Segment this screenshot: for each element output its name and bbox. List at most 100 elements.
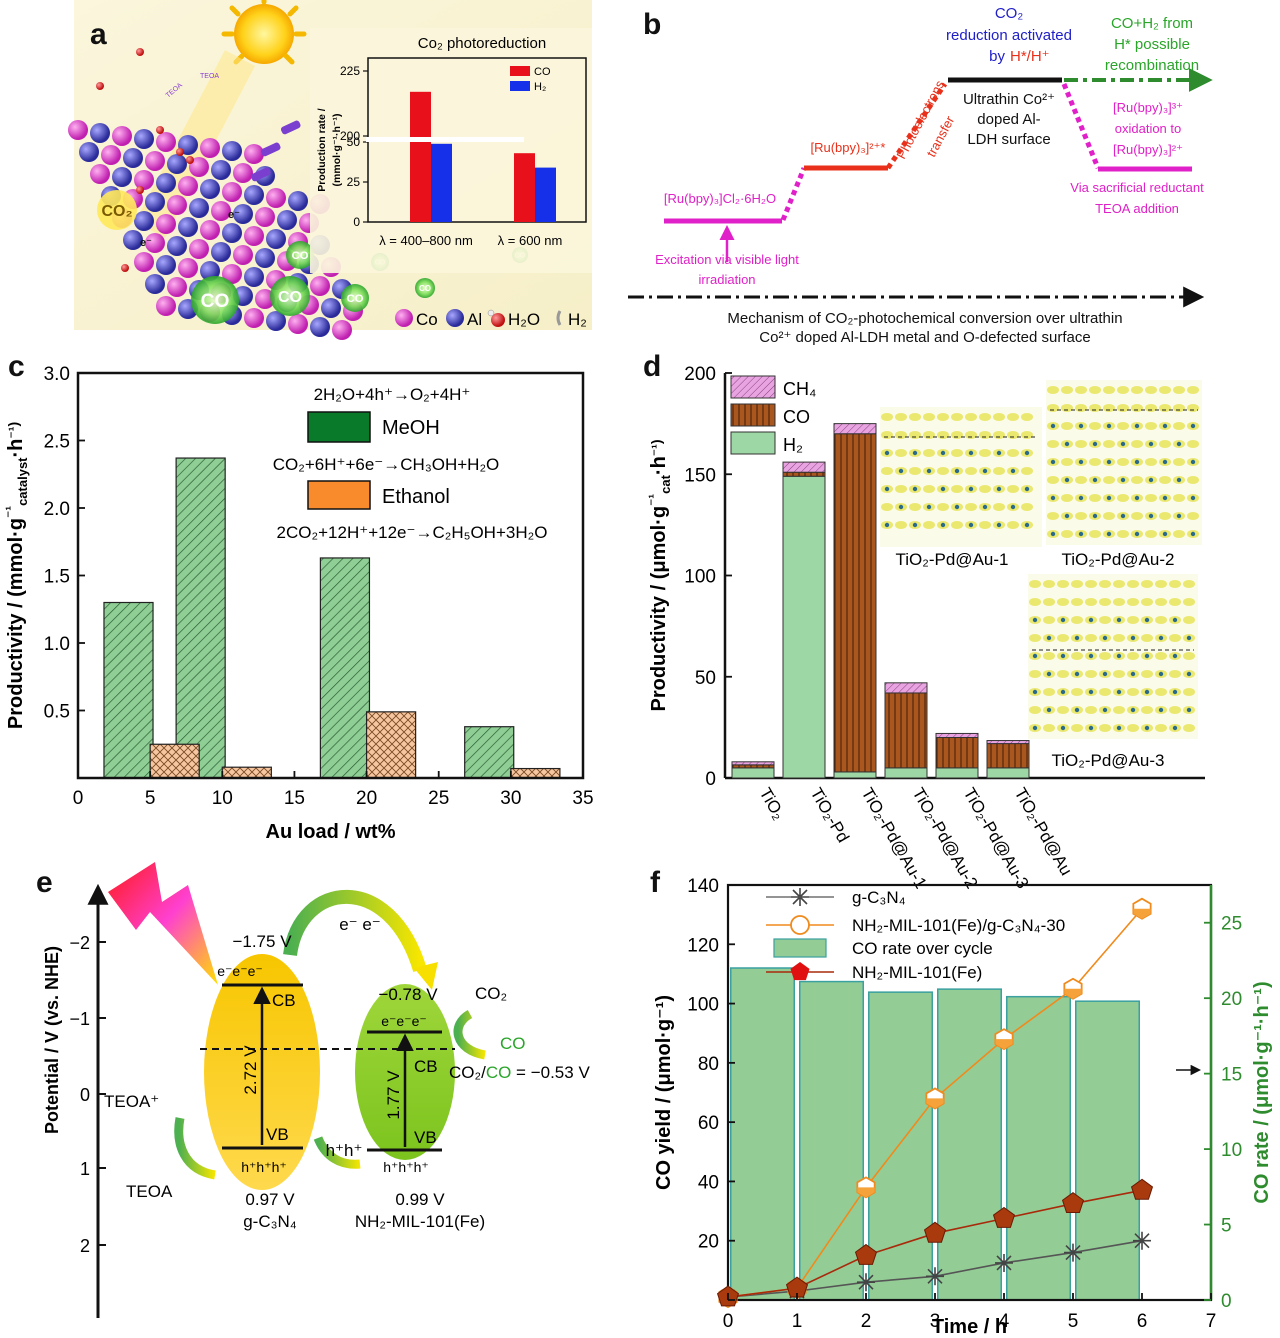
charge-density xyxy=(979,413,991,421)
al-atom xyxy=(145,274,165,294)
co-atom xyxy=(90,164,110,184)
co-atom xyxy=(233,245,253,265)
scene-label: CO xyxy=(419,284,431,293)
atom-site xyxy=(1032,725,1038,731)
mil-name: NH₂-MIL-101(Fe) xyxy=(355,1212,485,1231)
legend-label-gc3n4: g-C₃N₄ xyxy=(852,888,906,907)
atom-site xyxy=(1106,459,1112,465)
mil-electrons: e⁻e⁻e⁻ xyxy=(381,1013,427,1029)
atom-site xyxy=(1092,513,1098,519)
co-bubble xyxy=(286,241,314,269)
mil-cb-label: CB xyxy=(414,1057,438,1076)
co2-bubble xyxy=(97,190,137,230)
charge-density xyxy=(1113,580,1125,588)
xtick-label-f: 5 xyxy=(1068,1311,1079,1332)
y2axis-label-f: CO rate / (μmol·g⁻¹·h⁻¹) xyxy=(1251,981,1273,1203)
water-molecule xyxy=(186,156,194,164)
atom-site xyxy=(1050,531,1056,537)
ytick-label-c: 1.5 xyxy=(44,567,70,588)
charge-density xyxy=(1187,512,1199,520)
atom-site xyxy=(1176,441,1182,447)
charge-density xyxy=(881,503,893,511)
ytick-label-c: 3.0 xyxy=(44,364,70,385)
atom-site xyxy=(898,468,904,474)
potential-ticks: −2 −1 0 1 2 xyxy=(69,933,106,1256)
xtick-label-c: 20 xyxy=(356,788,377,809)
charge-density xyxy=(1071,724,1083,732)
charge-density xyxy=(1155,724,1167,732)
al-atom xyxy=(310,317,330,337)
atom-site xyxy=(1186,635,1192,641)
atom-site xyxy=(1134,423,1140,429)
co-atom xyxy=(145,233,165,253)
legend-swatch-corate xyxy=(773,938,827,958)
atom-site xyxy=(1032,689,1038,695)
electron-transfer-arrowhead xyxy=(414,962,438,990)
atom-site xyxy=(940,450,946,456)
charge-density xyxy=(993,467,1005,475)
atom-site xyxy=(1176,477,1182,483)
mil101-marker xyxy=(854,1243,878,1265)
legend-label-h2: H₂ xyxy=(534,81,546,93)
charge-density xyxy=(965,431,977,439)
electron-label: e⁻ xyxy=(228,209,240,221)
gc3n4-marker xyxy=(995,1253,1013,1272)
charge-density xyxy=(951,431,963,439)
co-atom xyxy=(112,126,132,146)
atom-site xyxy=(1092,441,1098,447)
charge-density xyxy=(1099,688,1111,696)
panel-f-letter: f xyxy=(650,866,661,899)
meoh-bar xyxy=(319,557,371,779)
charge-density xyxy=(1047,476,1059,484)
charge-density xyxy=(965,467,977,475)
co2-label: CO₂ xyxy=(475,984,507,1003)
atom-site xyxy=(1060,617,1066,623)
legend-swatch-co xyxy=(730,403,776,427)
atom-site xyxy=(926,504,932,510)
charge-density xyxy=(1103,404,1115,412)
chart-f: 0 1 2 3 4 5 6 7 20 40 60 80 100 120 140 0 5 10 15 20 25 Time … xyxy=(653,876,1273,1338)
charge-density xyxy=(1021,467,1033,475)
panel-a-letter: a xyxy=(90,18,107,51)
atom-site xyxy=(1088,725,1094,731)
atom-legend-h2o: H₂O xyxy=(508,310,540,329)
chart-c: 0 5 10 15 20 25 30 35 0.5 1.0 1.5 2.0 2.5 3.0 Au load … xyxy=(2,364,594,843)
charge-density xyxy=(1047,512,1059,520)
legend-marker-mil101 xyxy=(790,962,810,981)
co-atom xyxy=(189,157,209,177)
charge-density xyxy=(965,413,977,421)
composite-marker xyxy=(926,1098,944,1109)
atom-site xyxy=(954,504,960,510)
label-mechanism-1: Mechanism of CO₂-photochemical conversio… xyxy=(727,310,1122,327)
charge-density xyxy=(1061,422,1073,430)
h2-bar xyxy=(884,767,928,779)
gc3n4-vb-potential: 0.97 V xyxy=(245,1190,295,1209)
charge-density xyxy=(1007,485,1019,493)
atom-site xyxy=(1032,653,1038,659)
atom-site xyxy=(996,522,1002,528)
al-atom xyxy=(288,191,308,211)
charge-density xyxy=(1141,580,1153,588)
charge-density xyxy=(1007,413,1019,421)
gc3n4-holes: h⁺h⁺h⁺ xyxy=(241,1159,287,1175)
ytick-label-d: 200 xyxy=(684,364,716,385)
atom-site xyxy=(1134,459,1140,465)
inset-ylabel-1: Production rate / xyxy=(316,108,328,192)
atom-site xyxy=(912,450,918,456)
charge-density xyxy=(1089,404,1101,412)
y2tick-label-f: 10 xyxy=(1221,1140,1242,1161)
charge-density xyxy=(1099,598,1111,606)
atom-site xyxy=(1158,707,1164,713)
mil-vb-potential: 0.99 V xyxy=(395,1190,445,1209)
ytick-label-f: 60 xyxy=(698,1113,719,1134)
legend-label-ch4: CH₄ xyxy=(783,379,816,399)
atom-site xyxy=(1078,495,1084,501)
atom-site xyxy=(1144,617,1150,623)
charge-density xyxy=(1117,458,1129,466)
atom-site xyxy=(912,522,918,528)
h2-bar xyxy=(935,767,979,779)
charge-density xyxy=(1117,422,1129,430)
redox-prefix: CO₂/ xyxy=(449,1063,486,1082)
